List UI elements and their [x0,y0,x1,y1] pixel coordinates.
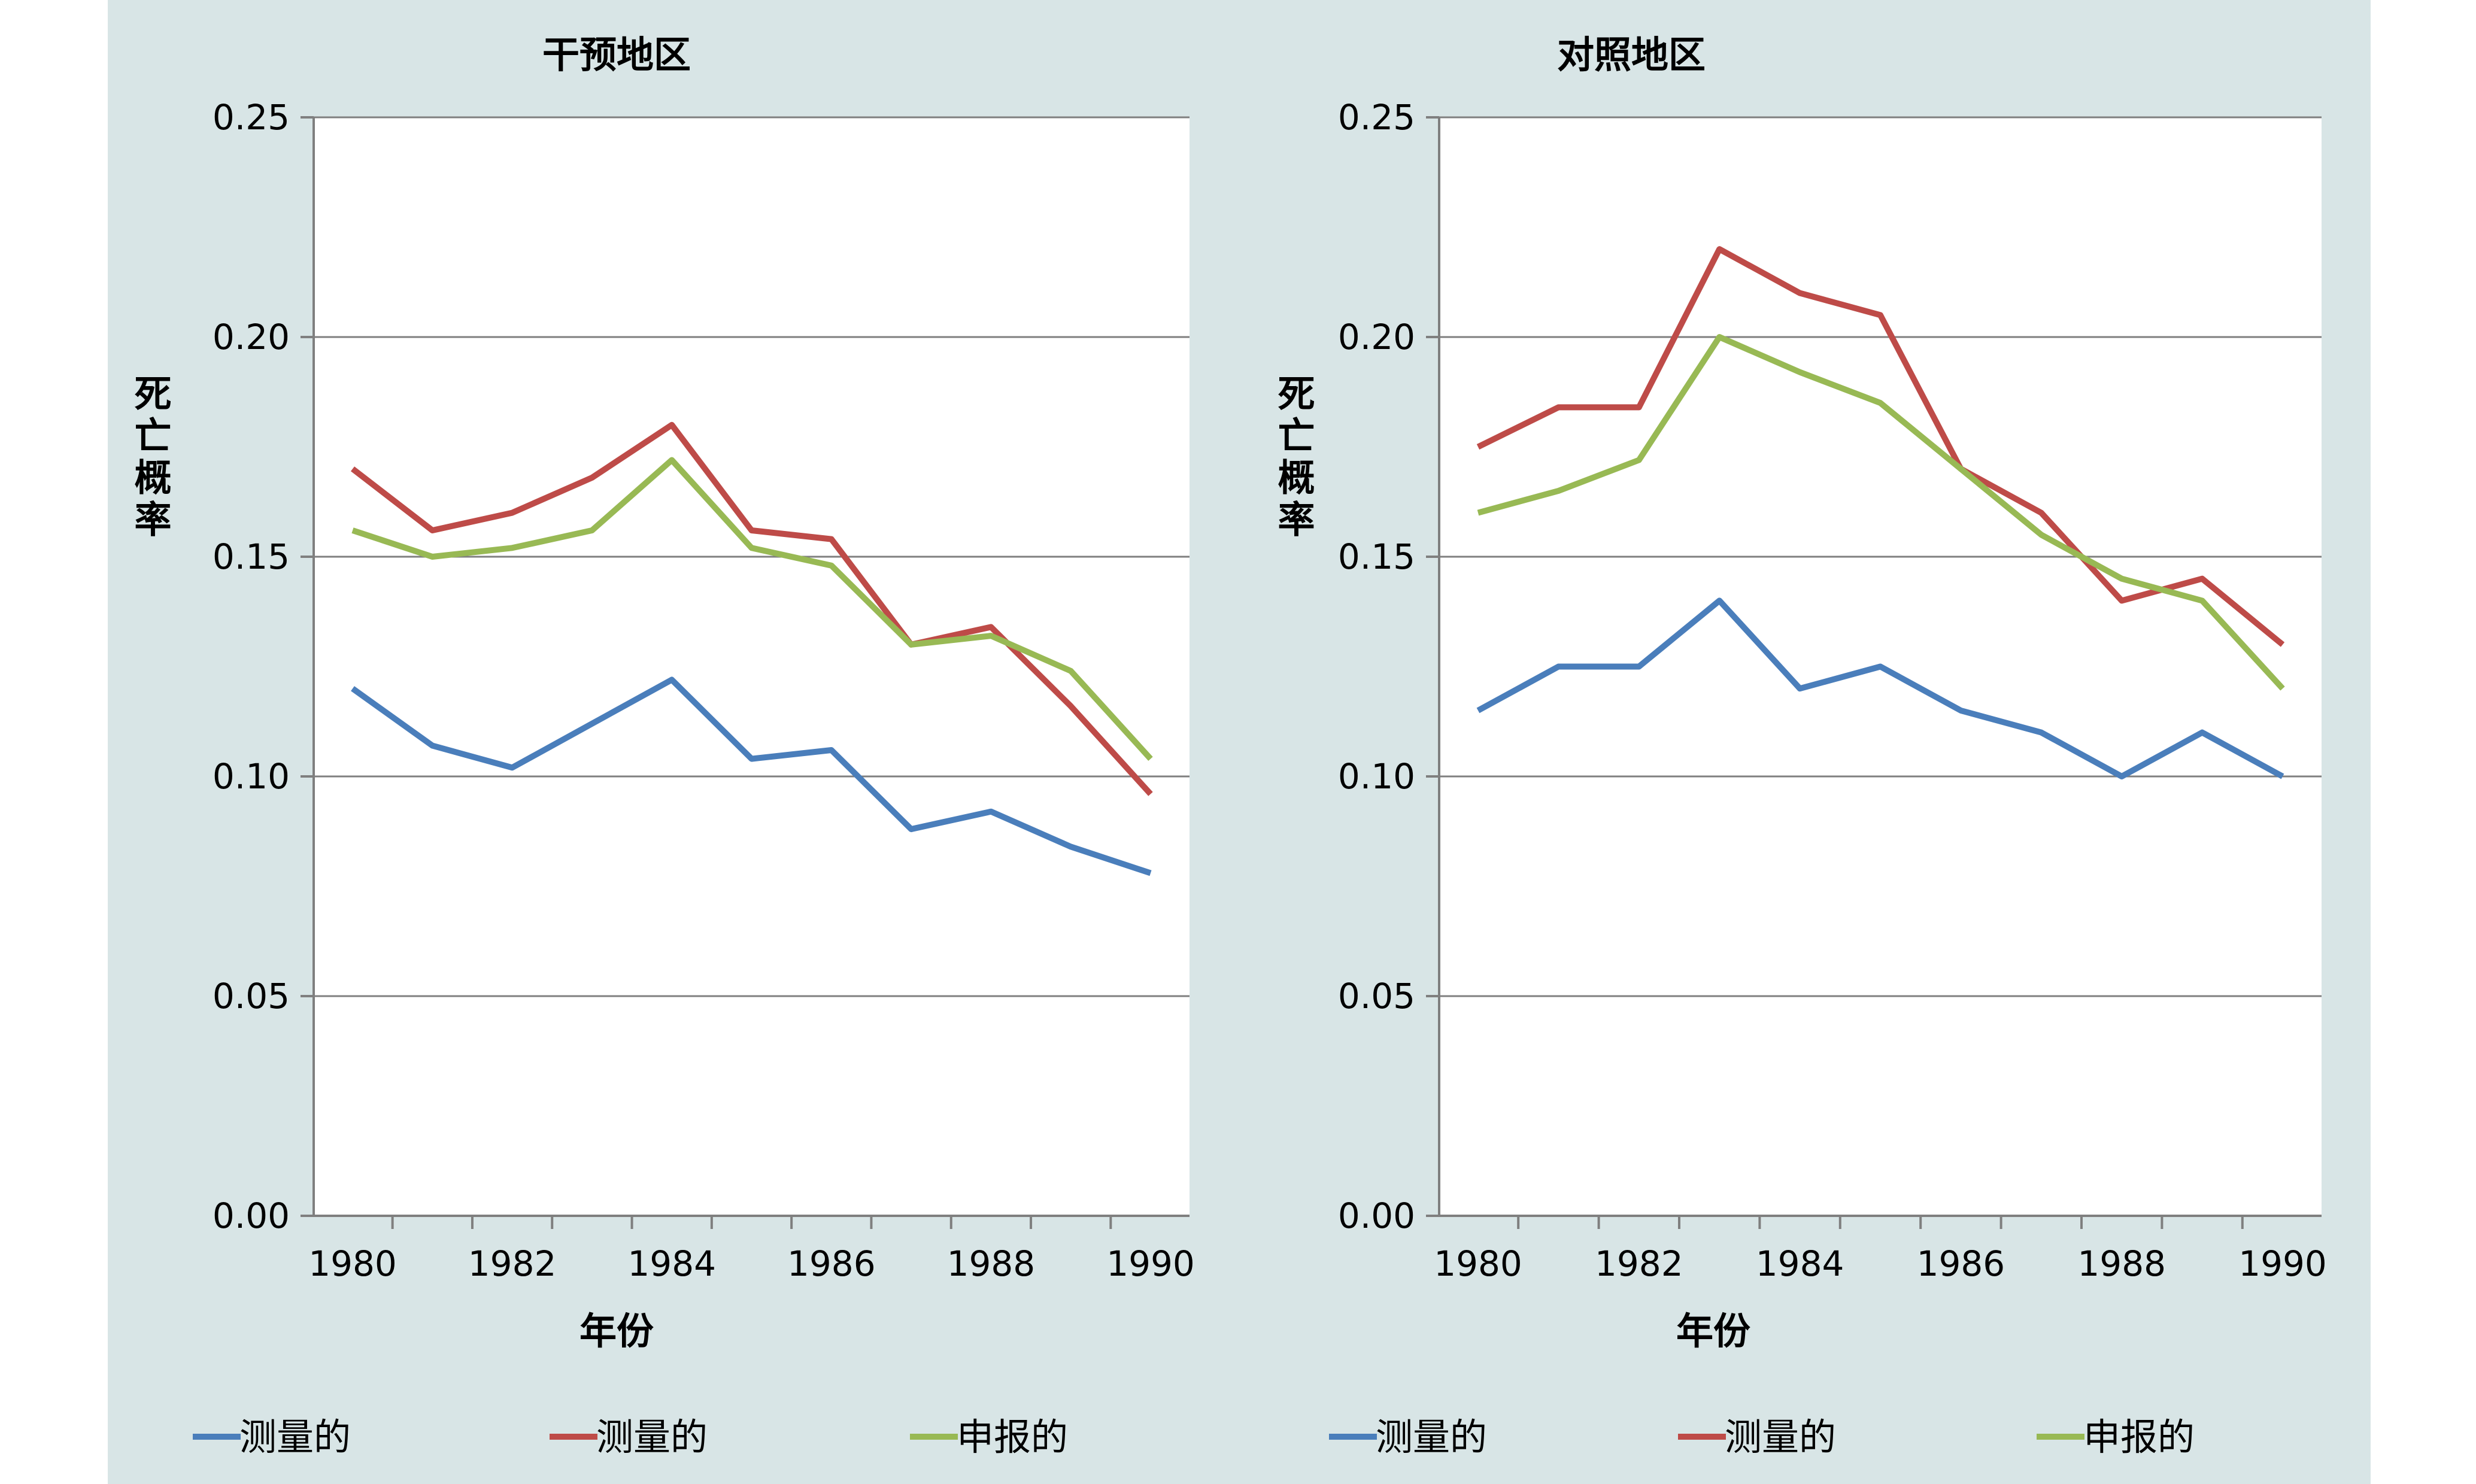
legend-label: 申报的 [2083,1415,2195,1459]
plot-area [314,117,1190,1216]
x-tick-label: 1980 [308,1243,397,1284]
x-tick-label: 1982 [1595,1243,1683,1284]
axes [312,117,1190,1217]
x-tick-label: 1988 [947,1243,1036,1284]
x-tick-label: 1980 [1434,1243,1522,1284]
legend-label: 测量的 [1376,1415,1487,1459]
legend-label: 申报的 [957,1415,1068,1459]
series-line-2 [350,421,1153,796]
legend-label: 测量的 [239,1415,351,1459]
y-tick-label: 0.00 [213,1195,290,1236]
chart-panel-intervention: 0.00 0.05 0.10 0.15 0.20 0.25 1980 1982 1984 1986… [128,33,1195,1459]
legend-label: 测量的 [1725,1415,1836,1459]
legend-label: 测量的 [596,1415,708,1459]
series-line-2 [1476,246,2285,647]
y-tick-label: 0.00 [1338,1195,1415,1236]
chart-title: 干预地区 [542,33,691,77]
y-tick-label: 0.25 [213,97,290,138]
chart-panel-control: 0.00 0.05 0.10 0.15 0.20 0.25 1980 1982 1984 1986… [1272,33,2327,1459]
chart-title: 对照地区 [1557,33,1706,77]
x-tick-label: 1986 [1917,1243,2005,1284]
y-tick-label: 0.05 [1338,976,1415,1016]
x-tick-label: 1988 [2077,1243,2166,1284]
y-tick-label: 0.10 [213,756,290,797]
x-axis-label: 年份 [1676,1309,1750,1353]
series-line-3 [351,457,1153,761]
y-axis-label: 死亡概率 [1272,374,1315,542]
axes [1438,117,2322,1217]
series-line-1 [1476,597,2284,779]
series-line-1 [351,676,1152,876]
x-axis-label: 年份 [579,1309,654,1353]
y-tick-label: 0.15 [213,536,290,577]
series-line-3 [1477,334,2285,691]
x-tick-label: 1986 [787,1243,876,1284]
x-tick-label: 1984 [1756,1243,1844,1284]
x-tick-label: 1990 [1106,1243,1195,1284]
y-tick-label: 0.25 [1338,97,1415,138]
x-tick-label: 1984 [627,1243,716,1284]
y-tick-label: 0.15 [1338,536,1415,577]
y-tick-label: 0.20 [213,317,290,357]
y-tick-label: 0.05 [213,976,290,1016]
x-tick-label: 1990 [2238,1243,2327,1284]
y-tick-label: 0.20 [1338,317,1415,357]
y-tick-label: 0.10 [1338,756,1415,797]
x-tick-label: 1982 [468,1243,557,1284]
y-axis-label: 死亡概率 [128,374,172,542]
